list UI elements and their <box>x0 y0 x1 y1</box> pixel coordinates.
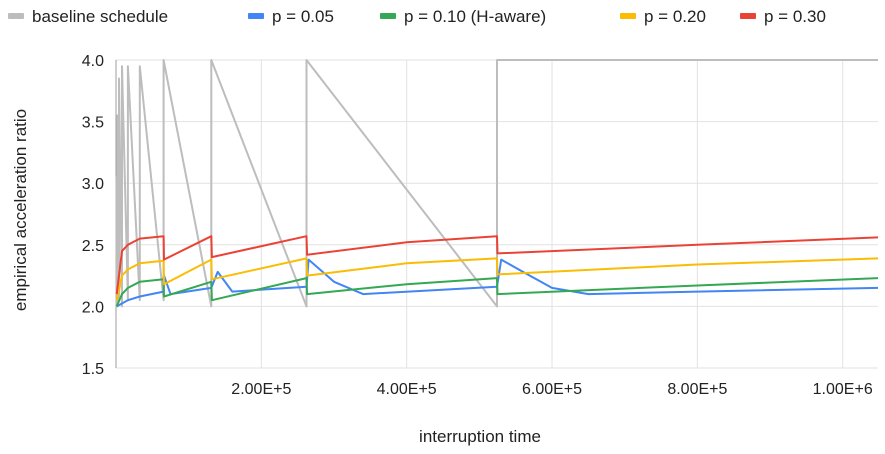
x-axis-ticks: 2.00E+5 4.00E+5 6.00E+5 8.00E+5 1.00E+6 <box>231 381 873 398</box>
legend-swatch <box>620 13 636 19</box>
legend-label: p = 0.30 <box>764 7 826 26</box>
x-tick-label: 4.00E+5 <box>377 381 437 398</box>
y-axis-ticks: 1.5 2.0 2.5 3.0 3.5 4.0 <box>82 53 104 378</box>
series-line-4 <box>115 235 879 295</box>
legend-swatch <box>8 13 24 19</box>
y-tick-label: 2.0 <box>82 299 104 316</box>
series-line-3 <box>115 257 879 301</box>
y-axis-title: empirical acceleration ratio <box>11 109 30 311</box>
series-lines <box>115 59 879 308</box>
x-tick-label: 6.00E+5 <box>522 381 582 398</box>
y-tick-label: 2.5 <box>82 238 104 255</box>
legend-swatch <box>740 13 756 19</box>
legend-label: baseline schedule <box>32 7 168 26</box>
legend-label: p = 0.05 <box>272 7 334 26</box>
legend-swatch <box>380 13 396 19</box>
legend-swatch <box>248 13 264 19</box>
series-line-2 <box>115 277 879 307</box>
y-tick-label: 1.5 <box>82 361 104 378</box>
x-tick-label: 2.00E+5 <box>231 381 291 398</box>
y-tick-label: 3.0 <box>82 176 104 193</box>
legend-label: p = 0.20 <box>644 7 706 26</box>
y-tick-label: 3.5 <box>82 115 104 132</box>
y-tick-label: 4.0 <box>82 53 104 70</box>
x-tick-label: 1.00E+6 <box>813 381 873 398</box>
legend-label: p = 0.10 (H-aware) <box>404 7 546 26</box>
x-tick-label: 8.00E+5 <box>667 381 727 398</box>
legend: baseline schedule p = 0.05 p = 0.10 (H-awa… <box>8 7 826 26</box>
x-axis-title: interruption time <box>419 427 541 446</box>
series-line-0 <box>115 59 878 308</box>
